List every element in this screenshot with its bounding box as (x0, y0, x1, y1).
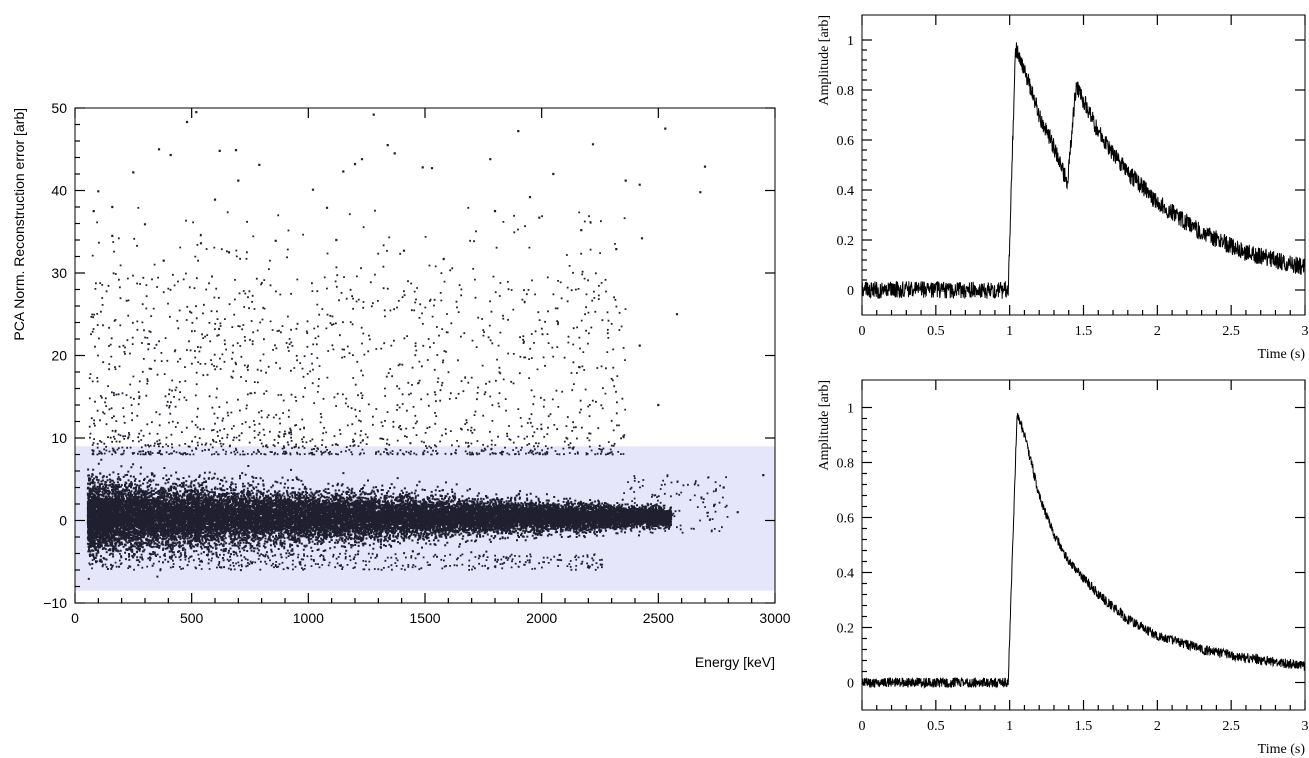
y-tick-label: 0.6 (837, 134, 855, 149)
waveform-top-ticks: 0 0.5 1 1.5 2 2.5 3 0 0.2 0.4 0.6 0.8 1 (837, 15, 1309, 339)
y-tick-label: 0 (59, 513, 67, 529)
y-tick-label: 0.8 (837, 84, 855, 99)
x-tick-label: 2.5 (1222, 324, 1240, 339)
y-tick-label: −10 (43, 595, 67, 611)
waveform-top-chart: 0 0.5 1 1.5 2 2.5 3 0 0.2 0.4 0.6 0.8 1 Time (s) Amp… (817, 14, 1309, 362)
waveform-bottom-line (861, 412, 1306, 690)
waveform-bottom-chart: 0 0.5 1 1.5 2 2.5 3 0 0.2 0.4 0.6 0.8 1 Time (s) Amp… (817, 379, 1309, 757)
y-tick-label: 0.4 (837, 567, 855, 582)
waveform-bottom-x-axis-label: Time (s) (1258, 742, 1306, 757)
x-tick-label: 0 (859, 324, 866, 339)
y-tick-label: 50 (51, 100, 67, 116)
scatter-x-axis-label: Energy [keV] (695, 654, 775, 670)
waveform-top-y-axis-label: Amplitude [arb] (817, 15, 832, 106)
y-tick-label: 0.6 (837, 512, 855, 527)
waveform-bottom-ticks: 0 0.5 1 1.5 2 2.5 3 0 0.2 0.4 0.6 0.8 1 (837, 380, 1309, 734)
waveform-top-line (861, 42, 1306, 299)
y-tick-label: 0.8 (837, 457, 855, 472)
y-tick-label: 1 (847, 34, 854, 49)
x-tick-label: 500 (180, 610, 204, 626)
x-tick-label: 3 (1302, 719, 1309, 734)
x-tick-label: 2 (1154, 719, 1161, 734)
waveform-top-frame (861, 14, 1306, 316)
x-tick-label: 0.5 (927, 324, 945, 339)
x-tick-label: 2 (1154, 324, 1161, 339)
x-tick-label: 2500 (643, 610, 674, 626)
x-tick-label: 2.5 (1222, 719, 1240, 734)
scatter-y-axis-label: PCA Norm. Reconstruction error [arb] (11, 108, 27, 341)
waveform-top-x-axis-label: Time (s) (1258, 347, 1306, 362)
x-tick-label: 3 (1302, 324, 1309, 339)
y-tick-label: 0.2 (837, 234, 855, 249)
y-tick-label: 30 (51, 265, 67, 281)
x-tick-label: 1000 (293, 610, 324, 626)
x-tick-label: 1500 (409, 610, 440, 626)
scatter-points (86, 111, 765, 580)
waveform-bottom-y-axis-label: Amplitude [arb] (817, 380, 832, 471)
y-tick-label: 0 (847, 284, 854, 299)
y-tick-label: 40 (51, 183, 67, 199)
y-tick-label: 0.2 (837, 622, 855, 637)
y-tick-label: 1 (847, 402, 854, 417)
x-tick-label: 0 (859, 719, 866, 734)
x-tick-label: 0.5 (927, 719, 945, 734)
y-tick-label: 10 (51, 430, 67, 446)
x-tick-label: 1.5 (1075, 324, 1093, 339)
scatter-point-cloud (86, 111, 765, 580)
x-tick-label: 2000 (526, 610, 557, 626)
y-tick-label: 20 (51, 348, 67, 364)
x-tick-label: 3000 (759, 610, 790, 626)
x-tick-label: 1.5 (1075, 719, 1093, 734)
x-tick-label: 1 (1006, 324, 1013, 339)
y-tick-label: 0 (847, 677, 854, 692)
x-tick-label: 0 (71, 610, 79, 626)
y-tick-label: 0.4 (837, 184, 855, 199)
x-tick-label: 1 (1006, 719, 1013, 734)
